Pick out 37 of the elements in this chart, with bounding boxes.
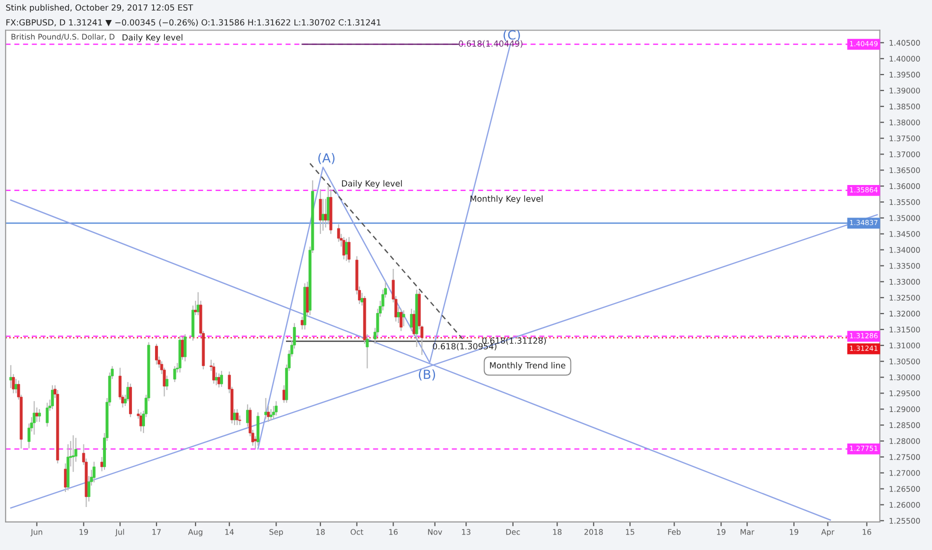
- chart-subtitle: FX:GBPUSD, D 1.31241 ▼ −0.00345 (−0.26%) O:1.31586 H:1.31622 L:1.30702 C:1.31241: [6, 19, 381, 26]
- candlestick: [155, 343, 158, 366]
- annotation: (A): [318, 153, 335, 164]
- annotation: Daily Key level: [342, 180, 402, 188]
- candlestick: [342, 236, 346, 260]
- candlestick: [32, 400, 36, 436]
- candlestick: [72, 434, 75, 472]
- text: Stink published, October 29, 2017 12:05 EST: [6, 4, 194, 12]
- candlestick: [38, 408, 41, 422]
- annotation: Monthly Trend line: [490, 362, 566, 370]
- candlestick: [264, 397, 268, 420]
- candlestick: [402, 310, 406, 327]
- candlestick: [220, 370, 223, 388]
- annotation: (C): [504, 30, 520, 42]
- candlestick: [50, 384, 54, 410]
- candlestick: [318, 188, 322, 234]
- candlestick: [274, 400, 278, 416]
- candlestick: [92, 461, 96, 483]
- annotation: Daily Key level: [122, 34, 182, 42]
- annotation: (B): [418, 369, 436, 381]
- candlestick: [272, 405, 276, 420]
- candlestick: [46, 402, 49, 428]
- annotation: 0.618(1.31128): [482, 337, 546, 345]
- candlestick: [270, 408, 272, 421]
- candlestick: [217, 372, 220, 388]
- candlestick: [9, 364, 12, 389]
- annotation: Monthly Key level: [470, 195, 543, 204]
- candlestick: [400, 308, 403, 332]
- annotation: 0.618(1.30954): [432, 342, 496, 350]
- candlestick: [212, 362, 216, 384]
- annotation: 0.618(1.40449): [458, 40, 522, 48]
- candlestick: [173, 366, 176, 383]
- candlestick: [236, 408, 239, 426]
- candlestick: [337, 224, 340, 242]
- candlestick: [139, 412, 142, 432]
- candlestick: [348, 236, 350, 264]
- candlestick: [184, 334, 187, 362]
